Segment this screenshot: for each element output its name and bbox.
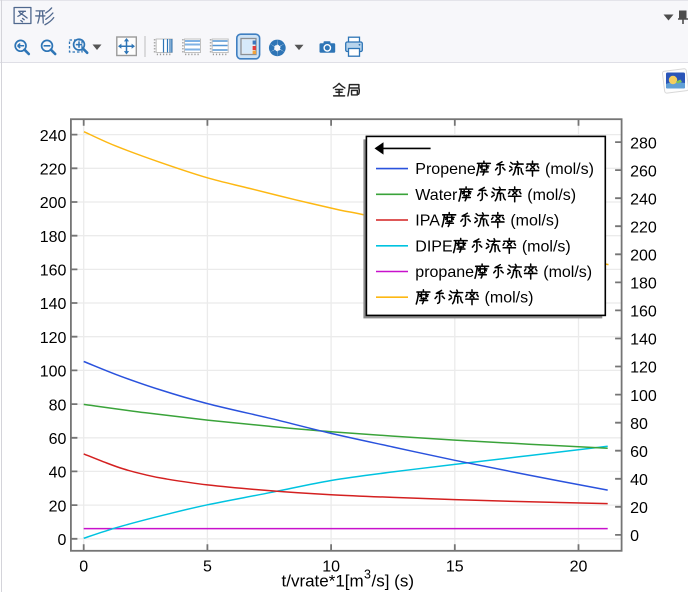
- svg-text:100: 100: [630, 388, 657, 405]
- svg-text:180: 180: [630, 276, 657, 293]
- svg-text:(mol/s): (mol/s): [506, 213, 559, 230]
- svg-text:200: 200: [630, 248, 657, 265]
- svg-text:280: 280: [630, 135, 657, 152]
- svg-text:80: 80: [630, 416, 648, 433]
- svg-text:120: 120: [630, 360, 657, 377]
- svg-text:(mol/s): (mol/s): [523, 187, 576, 204]
- svg-text:180: 180: [40, 229, 67, 246]
- svg-text:80: 80: [49, 397, 67, 414]
- svg-text:5: 5: [203, 559, 212, 576]
- svg-text:15: 15: [446, 559, 464, 576]
- svg-text:260: 260: [630, 163, 657, 180]
- svg-text:160: 160: [40, 263, 67, 280]
- svg-text:160: 160: [630, 304, 657, 321]
- svg-text:10: 10: [322, 559, 340, 576]
- svg-text:140: 140: [40, 296, 67, 313]
- svg-text:Water: Water: [415, 187, 458, 204]
- svg-text:Propene: Propene: [415, 161, 476, 178]
- svg-text:(mol/s): (mol/s): [480, 290, 533, 307]
- svg-text:(mol/s): (mol/s): [539, 264, 592, 281]
- svg-text:60: 60: [630, 444, 648, 461]
- svg-text:40: 40: [49, 465, 67, 482]
- svg-text:0: 0: [57, 532, 66, 549]
- svg-text:20: 20: [49, 498, 67, 515]
- svg-text:220: 220: [40, 162, 67, 179]
- svg-text:60: 60: [49, 431, 67, 448]
- svg-text:(mol/s): (mol/s): [541, 161, 594, 178]
- svg-text:/s] (s): /s] (s): [372, 572, 415, 591]
- svg-text:220: 220: [630, 219, 657, 236]
- svg-text:20: 20: [570, 559, 588, 576]
- svg-text:IPA: IPA: [415, 213, 440, 230]
- svg-text:100: 100: [40, 364, 67, 381]
- svg-text:propane: propane: [415, 264, 474, 281]
- svg-text:240: 240: [630, 191, 657, 208]
- svg-text:DIPE: DIPE: [415, 238, 452, 255]
- svg-text:20: 20: [630, 500, 648, 517]
- svg-text:40: 40: [630, 472, 648, 489]
- svg-text:140: 140: [630, 332, 657, 349]
- svg-text:240: 240: [40, 128, 67, 145]
- svg-text:0: 0: [79, 559, 88, 576]
- svg-text:3: 3: [364, 568, 371, 582]
- svg-text:200: 200: [40, 195, 67, 212]
- svg-text:120: 120: [40, 330, 67, 347]
- svg-text:t/vrate*1[m: t/vrate*1[m: [282, 572, 364, 591]
- svg-text:(mol/s): (mol/s): [517, 238, 570, 255]
- svg-text:0: 0: [630, 528, 639, 545]
